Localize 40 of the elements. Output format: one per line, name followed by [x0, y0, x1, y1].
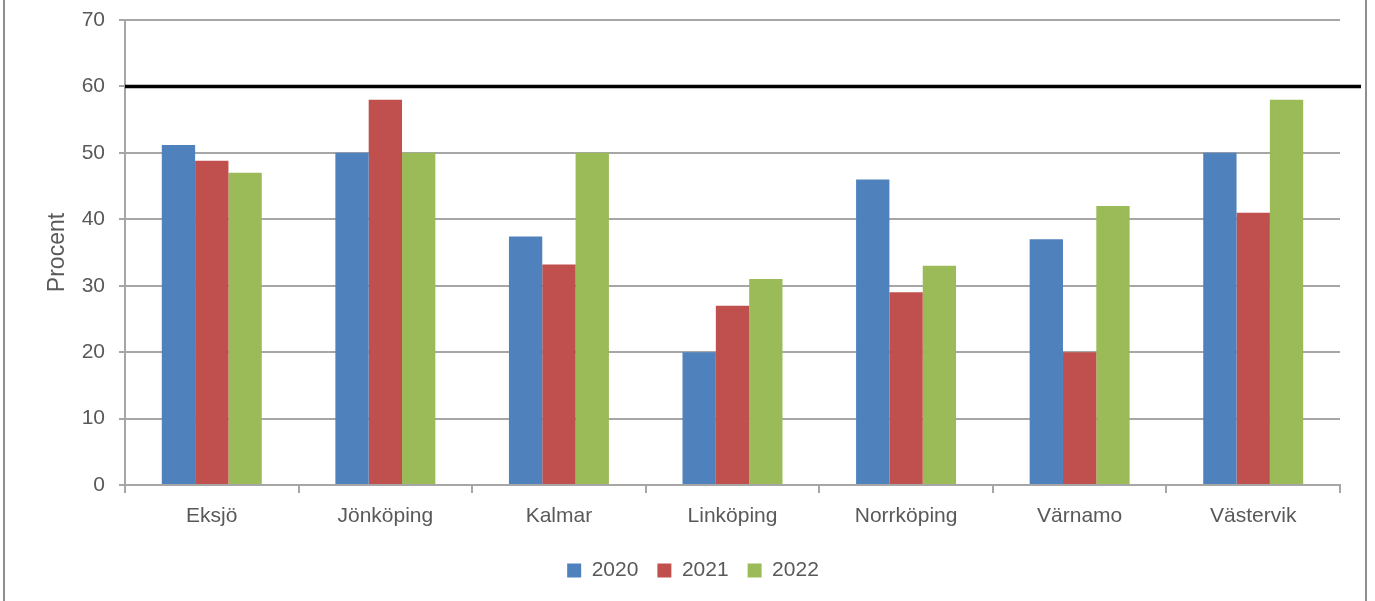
bar: [195, 160, 229, 484]
y-tick-label: 0: [93, 471, 105, 495]
y-axis-title: Procent: [43, 212, 70, 293]
x-tick-label: Värnamo: [1037, 503, 1123, 527]
bar: [335, 152, 369, 484]
bar: [1269, 99, 1304, 484]
bar: [575, 152, 609, 484]
x-tick-label: Linköping: [687, 503, 778, 527]
y-tick-label: 40: [81, 206, 105, 230]
x-tick-label: Västervik: [1210, 503, 1297, 527]
bar: [542, 264, 576, 484]
x-tick-label: Kalmar: [525, 503, 593, 527]
y-tick-label: 20: [81, 338, 105, 362]
bar: [228, 172, 262, 484]
bar: [856, 179, 890, 484]
bar: [1203, 152, 1237, 484]
bar: [368, 99, 403, 484]
y-tick-label: 60: [81, 73, 105, 97]
y-tick-label: 10: [81, 405, 105, 429]
legend-label: 2020: [591, 557, 639, 581]
bar: [715, 305, 750, 484]
bar: [889, 292, 923, 484]
bar: [749, 279, 783, 484]
bar: [1236, 212, 1270, 484]
y-tick-label: 70: [81, 6, 105, 30]
bar: [922, 265, 957, 484]
x-tick-label: Eksjö: [186, 503, 238, 527]
bar: [682, 352, 716, 484]
y-tick-label: 50: [81, 139, 105, 163]
bar: [1096, 206, 1130, 484]
legend-label: 2022: [772, 557, 819, 581]
bar: [508, 236, 543, 484]
bar: [161, 144, 196, 484]
bar: [1062, 352, 1097, 484]
bar: [1029, 239, 1063, 484]
y-tick-label: 30: [81, 272, 105, 296]
legend-label: 2021: [681, 557, 729, 581]
bar: [402, 152, 436, 484]
x-tick-label: Jönköping: [337, 503, 434, 527]
x-tick-label: Norrköping: [854, 503, 958, 527]
